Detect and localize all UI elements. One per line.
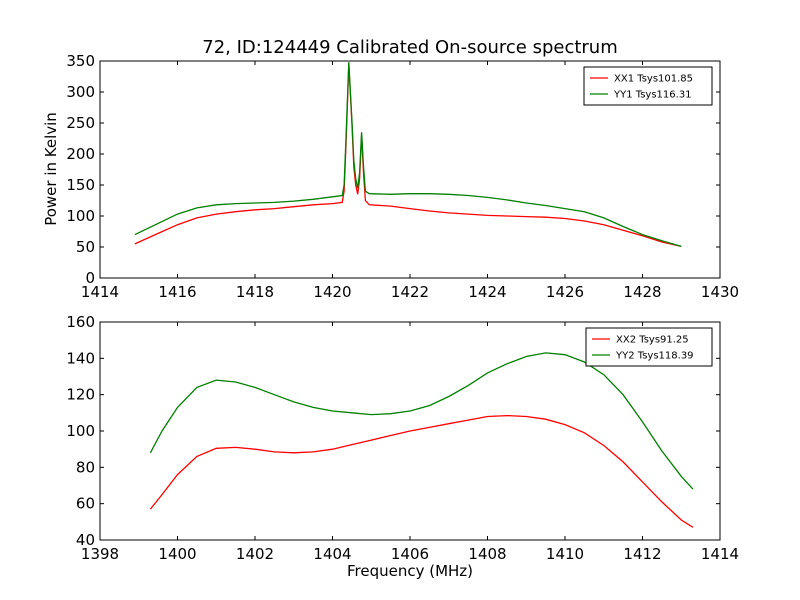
y-tick-label: 60 <box>76 495 95 513</box>
bottom-plot: 1398 1400 1402 1404 1406 1408 1410 1412 1414 40 60… <box>66 313 739 563</box>
y-tick-label: 80 <box>76 458 95 476</box>
chart-title: 72, ID:124449 Calibrated On-source spect… <box>202 37 618 58</box>
y-axis-label: Power in Kelvin <box>42 112 60 226</box>
y-tick-label: 150 <box>66 176 95 194</box>
series-line-1 <box>149 352 694 490</box>
y-tick-label: 350 <box>66 52 95 70</box>
legend-label: XX2 Tsys91.25 <box>616 335 689 346</box>
x-tick-label: 1416 <box>158 283 196 301</box>
x-tick-label: 1414 <box>701 545 739 563</box>
y-tick-label: 0 <box>85 269 95 287</box>
legend-label: XX1 Tsys101.85 <box>614 74 693 85</box>
x-tick-label: 1402 <box>236 545 274 563</box>
legend-box <box>583 66 713 106</box>
x-axis-label: Frequency (MHz) <box>347 562 473 580</box>
x-tick-label: 1400 <box>158 545 196 563</box>
y-tick-label: 300 <box>66 83 95 101</box>
x-tick-label: 1424 <box>468 283 506 301</box>
y-tick-label: 160 <box>66 313 95 331</box>
y-tick-label: 40 <box>76 531 95 549</box>
x-tick-label: 1410 <box>546 545 584 563</box>
series-line-0 <box>149 414 694 528</box>
x-tick-label: 1408 <box>468 545 506 563</box>
x-tick-label: 1414 <box>81 283 119 301</box>
x-tick-label: 1426 <box>546 283 584 301</box>
y-tick-label: 50 <box>76 238 95 256</box>
top-plot: 1414 1416 1418 1420 1422 1424 1426 1428 1430 0 50 1… <box>66 52 739 301</box>
y-tick-label: 100 <box>66 422 95 440</box>
x-tick-label: 1406 <box>391 545 429 563</box>
x-tick-label: 1398 <box>81 545 119 563</box>
x-tick-label: 1428 <box>623 283 661 301</box>
y-tick-label: 120 <box>66 386 95 404</box>
x-tick-label: 1430 <box>701 283 739 301</box>
legend-label: YY2 Tsys118.39 <box>615 351 694 362</box>
legend-box <box>585 327 713 367</box>
y-tick-label: 100 <box>66 207 95 225</box>
legend-label: YY1 Tsys116.31 <box>613 90 692 101</box>
y-tick-label: 140 <box>66 349 95 367</box>
y-tick-label: 250 <box>66 114 95 132</box>
x-tick-label: 1420 <box>313 283 351 301</box>
y-tick-label: 200 <box>66 145 95 163</box>
x-tick-label: 1422 <box>391 283 429 301</box>
x-tick-label: 1418 <box>236 283 274 301</box>
series-line-1 <box>134 62 682 248</box>
x-tick-label: 1404 <box>313 545 351 563</box>
x-tick-label: 1412 <box>623 545 661 563</box>
